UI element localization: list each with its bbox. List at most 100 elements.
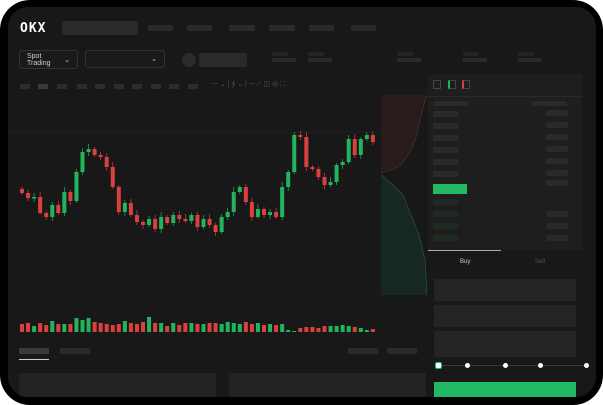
- volume-bar: [225, 322, 230, 332]
- ask-price[interactable]: [433, 147, 458, 153]
- candle: [147, 219, 152, 225]
- timeframe-button[interactable]: [132, 84, 142, 89]
- sell-tab[interactable]: Sell: [535, 259, 546, 265]
- chart-tools[interactable]: ⋯ ⌄ | ∱ ⌄ | ∼ ⟋ ◫ ◎ ⛶: [211, 81, 285, 88]
- volume-bar: [346, 326, 351, 332]
- candle: [141, 222, 145, 225]
- bid-price[interactable]: [433, 235, 458, 241]
- volume-bar: [147, 317, 152, 332]
- total-input[interactable]: [434, 331, 576, 357]
- ruler-icon[interactable]: ⟋: [256, 81, 262, 88]
- indicator-icon[interactable]: ∱ ⌄: [231, 81, 243, 88]
- volume-bar: [171, 323, 176, 332]
- okx-logo[interactable]: OKX: [20, 21, 47, 36]
- fullscreen-icon[interactable]: ⛶: [280, 81, 285, 88]
- candle: [219, 217, 224, 232]
- buy-button[interactable]: [434, 382, 576, 397]
- filter-button[interactable]: [387, 348, 417, 354]
- candle: [268, 212, 273, 215]
- candle: [262, 209, 266, 215]
- volume-bar: [44, 325, 49, 332]
- bid-price[interactable]: [433, 223, 458, 229]
- volume-bar: [92, 322, 97, 332]
- volume-bar: [74, 318, 79, 332]
- price-input[interactable]: [434, 279, 576, 301]
- candle: [255, 209, 260, 217]
- timeframe-button[interactable]: [188, 84, 198, 89]
- volume-bar: [334, 326, 339, 332]
- candle: [316, 169, 321, 177]
- candle: [80, 152, 85, 172]
- volume-bar: [153, 323, 158, 332]
- candle-type-icon[interactable]: ⋯ ⌄: [211, 81, 226, 88]
- tab-order-history[interactable]: [60, 348, 90, 354]
- line-icon[interactable]: ∼: [248, 81, 255, 88]
- ask-price[interactable]: [433, 171, 458, 177]
- ask-price[interactable]: [433, 111, 458, 117]
- amount-input[interactable]: [434, 305, 576, 327]
- ask-price[interactable]: [433, 159, 458, 165]
- timeframe-button[interactable]: [77, 84, 87, 89]
- search-bar[interactable]: [62, 21, 138, 35]
- bids-icon[interactable]: [448, 80, 456, 89]
- nav-item[interactable]: [351, 25, 376, 31]
- timeframe-button[interactable]: [151, 84, 161, 89]
- volume-bar: [32, 326, 37, 332]
- timeframe-button[interactable]: [114, 84, 124, 89]
- volume-bar: [340, 325, 345, 332]
- depth-chart: [381, 95, 427, 295]
- timeframe-button[interactable]: [95, 84, 105, 89]
- candle: [298, 135, 303, 137]
- price-display: [199, 53, 247, 67]
- timeframe-button[interactable]: [169, 84, 179, 89]
- candle: [32, 197, 37, 199]
- settings-icon[interactable]: ◎: [271, 81, 279, 88]
- camera-icon[interactable]: ◫: [263, 81, 271, 88]
- buy-tab-indicator: [428, 250, 501, 251]
- volume-bar: [352, 327, 357, 332]
- assets-panel: [229, 373, 426, 397]
- timeframe-button[interactable]: [38, 84, 48, 89]
- volume-bar: [274, 325, 279, 332]
- bid-price[interactable]: [433, 199, 458, 205]
- slider-step[interactable]: [465, 363, 470, 368]
- nav-item[interactable]: [229, 25, 255, 31]
- candle: [352, 139, 357, 155]
- slider-step[interactable]: [503, 363, 508, 368]
- buy-tab[interactable]: Buy: [460, 259, 471, 265]
- pair-select[interactable]: ⌄: [85, 50, 165, 68]
- ask-price[interactable]: [433, 123, 458, 129]
- volume-bar: [286, 330, 291, 332]
- nav-item[interactable]: [148, 25, 173, 31]
- candle: [334, 165, 339, 182]
- candle: [189, 215, 194, 221]
- volume-bar: [56, 324, 61, 332]
- bid-size: [546, 211, 568, 217]
- slider-step[interactable]: [584, 363, 589, 368]
- nav-item[interactable]: [269, 25, 295, 31]
- market-select[interactable]: Spot Trading ⌄: [19, 50, 78, 69]
- nav-item[interactable]: [187, 25, 212, 31]
- slider-handle[interactable]: [435, 362, 442, 369]
- volume-bar: [207, 323, 212, 332]
- bid-price[interactable]: [433, 211, 458, 217]
- ask-price[interactable]: [433, 135, 458, 141]
- tab-open-orders[interactable]: [19, 348, 49, 354]
- filter-button[interactable]: [348, 348, 378, 354]
- candlestick-chart[interactable]: [8, 95, 433, 335]
- volume-bar: [358, 328, 363, 332]
- timeframe-button[interactable]: [20, 84, 30, 89]
- candle: [159, 217, 164, 229]
- candle: [370, 135, 375, 142]
- slider-step[interactable]: [538, 363, 543, 368]
- volume-bar: [292, 331, 297, 332]
- market-select-label: Spot Trading: [27, 52, 51, 67]
- candle: [292, 135, 297, 172]
- timeframe-button[interactable]: [57, 84, 67, 89]
- leverage-slider[interactable]: [438, 365, 588, 366]
- volume-bar: [370, 329, 375, 332]
- nav-item[interactable]: [309, 25, 334, 31]
- volume-bar: [364, 330, 369, 332]
- both-sides-icon[interactable]: [433, 80, 441, 89]
- asks-icon[interactable]: [462, 80, 470, 89]
